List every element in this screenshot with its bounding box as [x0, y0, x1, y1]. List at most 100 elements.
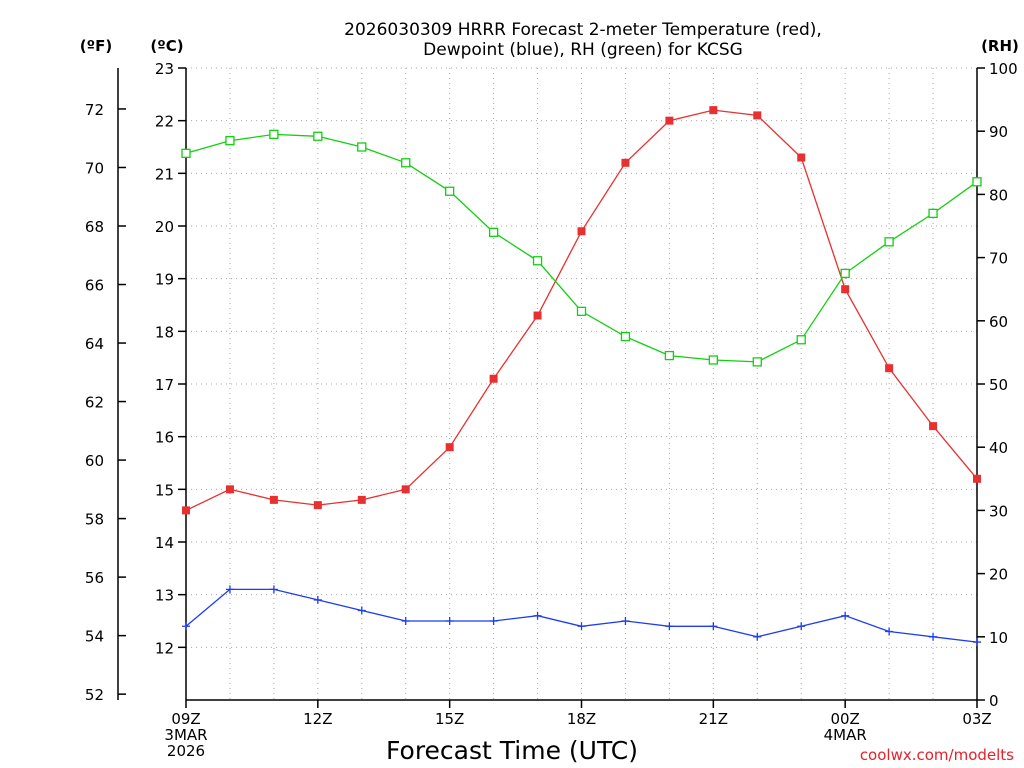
dewpoint-data-point [533, 611, 542, 620]
rh-tick-label: 50 [989, 376, 1008, 394]
fahrenheit-tick-label: 56 [85, 569, 104, 587]
dewpoint-data-point [885, 627, 894, 636]
dewpoint-data-point [182, 622, 190, 631]
x-axis-title: Forecast Time (UTC) [386, 736, 638, 765]
rh-data-point [181, 148, 191, 158]
temperature-data-point [357, 495, 366, 504]
axes [117, 67, 985, 708]
temperature-data-point [709, 106, 718, 115]
temperature-data-point [269, 495, 278, 504]
rh-data-point [884, 237, 894, 247]
tick-labels: 12 13 14 15 16 17 18 19 20 21 22 23 52 54 56 58 60 62 64 66… [85, 60, 1018, 760]
grid-lines [186, 67, 977, 700]
fahrenheit-tick-label: 58 [85, 511, 104, 529]
celsius-tick-label: 14 [155, 534, 174, 552]
temperature-data-point [973, 474, 981, 483]
rh-data-point [313, 131, 323, 141]
dewpoint-data-point [357, 606, 366, 615]
time-tick-label: 09Z [171, 710, 200, 728]
fahrenheit-tick-label: 62 [85, 394, 104, 412]
time-tick-label: 2026 [167, 742, 205, 760]
celsius-tick-label: 20 [155, 218, 174, 236]
rh-data-point [488, 227, 499, 237]
dewpoint-series-line [185, 588, 978, 643]
dewpoint-data-point [445, 617, 454, 625]
celsius-tick-label: 23 [155, 60, 174, 78]
rh-data-point [401, 158, 411, 168]
rh-data-point [532, 256, 543, 266]
rh-data-point [708, 355, 718, 365]
rh-tick-label: 80 [989, 186, 1008, 204]
dewpoint-data-point [929, 632, 938, 641]
rh-data-point [972, 177, 982, 187]
dewpoint-data-point [621, 617, 630, 625]
fahrenheit-tick-label: 72 [85, 101, 104, 119]
rh-tick-label: 40 [989, 439, 1008, 457]
rh-tick-label: 20 [989, 566, 1008, 584]
rh-data-point [357, 142, 367, 152]
fahrenheit-tick-label: 52 [85, 686, 104, 704]
rh-tick-label: 0 [989, 692, 999, 710]
rh-tick-label: 10 [989, 629, 1008, 647]
temperature-data-point [665, 116, 674, 125]
fahrenheit-tick-label: 60 [85, 452, 104, 470]
dewpoint-data-point [973, 638, 981, 647]
chart-title-line-1: 2026030309 HRRR Forecast 2-meter Tempera… [344, 20, 822, 40]
temperature-data-point [753, 111, 762, 120]
celsius-tick-label: 12 [155, 639, 174, 657]
temperature-data-point [797, 153, 806, 162]
rh-tick-label: 70 [989, 250, 1008, 268]
rh-unit-label: (RH) [981, 37, 1019, 55]
dewpoint-data-point [489, 617, 498, 625]
rh-data-point [928, 208, 938, 219]
rh-tick-label: 100 [989, 60, 1018, 78]
fahrenheit-tick-label: 64 [85, 335, 104, 353]
rh-tick-label: 90 [989, 123, 1008, 141]
rh-data-point [664, 350, 675, 361]
time-tick-label: 00Z [830, 710, 859, 728]
rh-data-point [840, 268, 850, 279]
temperature-data-point [621, 158, 630, 167]
source-credit: coolwx.com/modelts [860, 746, 1014, 764]
fahrenheit-tick-label: 70 [85, 159, 104, 177]
rh-tick-label: 30 [989, 502, 1008, 520]
rh-data-point [796, 335, 806, 345]
time-tick-label: 4MAR [824, 726, 867, 744]
dewpoint-data-point [665, 622, 674, 631]
fahrenheit-tick-label: 54 [85, 628, 104, 646]
dewpoint-data-point [709, 622, 718, 631]
rh-data-point [752, 357, 762, 367]
celsius-tick-label: 18 [155, 323, 174, 341]
fahrenheit-unit-label: (ºF) [80, 37, 112, 55]
chart-title-line-2: Dewpoint (blue), RH (green) for KCSG [423, 40, 743, 60]
rh-data-point [445, 186, 455, 196]
celsius-tick-label: 21 [155, 165, 174, 183]
temperature-data-point [445, 443, 454, 452]
rh-data-point [620, 331, 631, 342]
fahrenheit-tick-label: 66 [85, 277, 104, 295]
rh-data-point [269, 129, 279, 140]
dewpoint-data-point [577, 622, 586, 631]
dewpoint-data-point [401, 617, 410, 625]
dewpoint-data-point [753, 632, 762, 641]
time-tick-label: 21Z [699, 710, 728, 728]
celsius-tick-label: 16 [155, 429, 174, 447]
celsius-tick-label: 22 [155, 113, 174, 131]
temperature-data-point [489, 374, 498, 383]
temperature-data-point [225, 485, 234, 494]
plot-area [181, 106, 982, 647]
temperature-data-point [577, 227, 586, 236]
celsius-tick-label: 17 [155, 376, 174, 394]
rh-data-point [576, 306, 587, 316]
temperature-data-point [885, 364, 894, 373]
dewpoint-data-point [269, 585, 278, 594]
celsius-tick-label: 19 [155, 271, 174, 289]
dewpoint-data-point [797, 622, 806, 631]
time-tick-label: 12Z [303, 710, 332, 728]
time-tick-label: 15Z [435, 710, 464, 728]
time-tick-label: 3MAR [164, 726, 207, 744]
temperature-data-point [929, 422, 938, 431]
temperature-data-point [401, 485, 410, 494]
celsius-unit-label: (ºC) [150, 37, 183, 55]
temperature-data-point [182, 506, 190, 515]
